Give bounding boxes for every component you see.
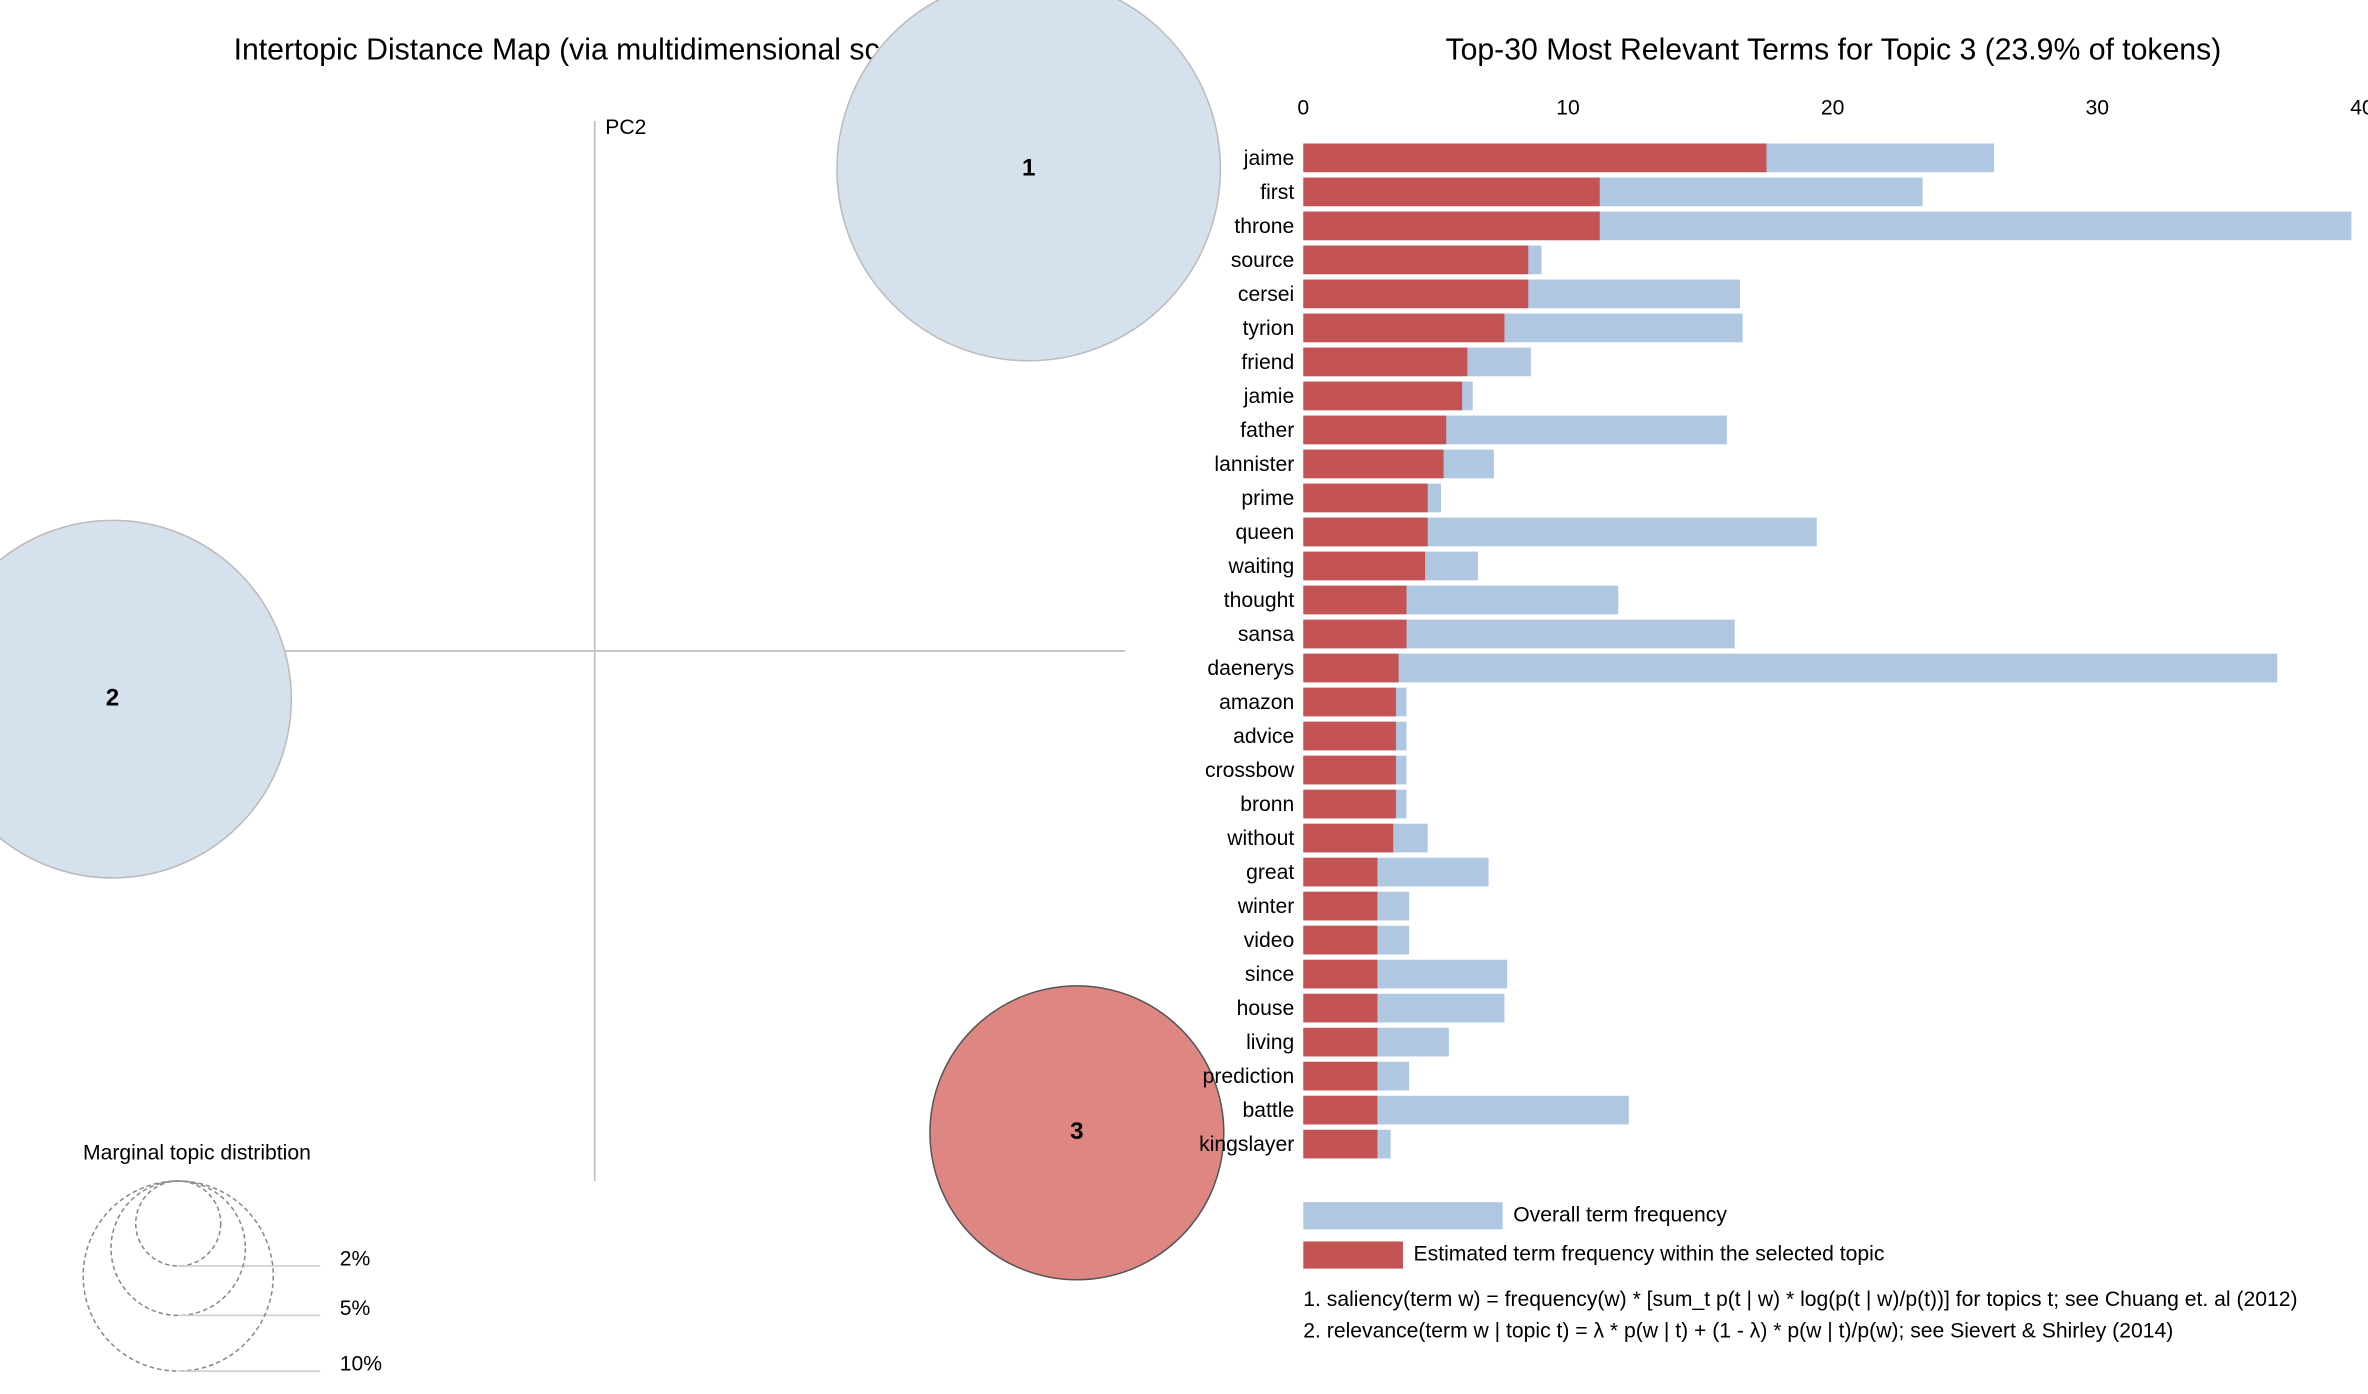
bar — [1303, 823, 1394, 853]
bar — [1303, 143, 1767, 173]
bar — [1303, 653, 1399, 683]
size-legend-circle — [110, 1180, 247, 1317]
term-label: father — [1240, 419, 1294, 442]
bar — [1303, 653, 2278, 683]
bar — [1303, 789, 1396, 819]
x-tick-label: 40 — [2350, 96, 2368, 119]
bar — [1303, 619, 1407, 649]
bar-title: Top-30 Most Relevant Terms for Topic 3 (… — [1446, 33, 2222, 66]
term-label: waiting — [1227, 555, 1294, 578]
bar — [1303, 313, 1505, 343]
term-label: sansa — [1238, 623, 1295, 646]
bar — [1303, 1061, 1378, 1091]
legend-label: Overall term frequency — [1513, 1203, 1727, 1226]
topic-bubble — [836, 0, 1222, 362]
bar — [1303, 993, 1378, 1023]
footnote: 2. relevance(term w | topic t) = λ * p(w… — [1303, 1320, 2173, 1343]
legend-swatch — [1303, 1202, 1503, 1230]
bar — [1303, 687, 1396, 717]
bar — [1303, 211, 1600, 241]
term-label: crossbow — [1205, 759, 1295, 782]
bar — [1303, 347, 1468, 377]
term-label: without — [1226, 827, 1294, 850]
topic-label: 2 — [106, 685, 119, 712]
term-label: advice — [1233, 725, 1294, 748]
term-label: prediction — [1203, 1065, 1295, 1088]
bar — [1303, 959, 1378, 989]
pc2-label: PC2 — [605, 116, 646, 139]
term-label: kingslayer — [1199, 1133, 1294, 1156]
bar — [1303, 755, 1396, 785]
term-label: lannister — [1214, 453, 1294, 476]
bar — [1303, 483, 1428, 513]
x-tick-label: 20 — [1821, 96, 1845, 119]
term-label: bronn — [1240, 793, 1294, 816]
size-legend-label: 2% — [340, 1248, 371, 1271]
term-label: cersei — [1238, 283, 1294, 306]
map-title: Intertopic Distance Map (via multidimens… — [234, 33, 954, 66]
term-label: winter — [1237, 895, 1294, 918]
bar — [1303, 449, 1444, 479]
footnote: 1. saliency(term w) = frequency(w) * [su… — [1303, 1288, 2297, 1311]
topic-bubble — [929, 985, 1225, 1281]
term-label: first — [1260, 181, 1294, 204]
size-legend-title: Marginal topic distribtion — [83, 1141, 311, 1164]
term-label: since — [1245, 963, 1294, 986]
term-label: house — [1237, 997, 1295, 1020]
bar — [1303, 1027, 1378, 1057]
x-tick-label: 0 — [1297, 96, 1309, 119]
size-legend-circle — [82, 1180, 274, 1372]
x-tick-label: 10 — [1556, 96, 1580, 119]
x-tick-label: 30 — [2086, 96, 2110, 119]
bar — [1303, 1129, 1378, 1159]
term-label: friend — [1241, 351, 1294, 374]
bar — [1303, 517, 1428, 547]
bar — [1303, 721, 1396, 751]
bar — [1303, 245, 1529, 275]
term-label: prime — [1241, 487, 1294, 510]
size-legend-label: 10% — [340, 1353, 382, 1376]
topic-bubble — [0, 519, 293, 879]
term-label: jaime — [1243, 147, 1294, 170]
topic-label: 3 — [1070, 1118, 1083, 1145]
bar — [1303, 279, 1529, 309]
bar — [1303, 925, 1378, 955]
bar — [1303, 415, 1447, 445]
term-label: jamie — [1243, 385, 1294, 408]
bar — [1303, 585, 1407, 615]
term-label: battle — [1243, 1099, 1295, 1122]
term-label: queen — [1235, 521, 1294, 544]
term-label: daenerys — [1207, 657, 1294, 680]
legend-swatch — [1303, 1241, 1403, 1269]
term-label: great — [1246, 861, 1294, 884]
topic-label: 1 — [1022, 154, 1035, 181]
term-label: throne — [1234, 215, 1294, 238]
size-legend-circle — [134, 1180, 222, 1267]
size-legend-label: 5% — [340, 1297, 371, 1320]
bar — [1303, 177, 1600, 207]
bar — [1303, 1095, 1378, 1125]
term-label: thought — [1224, 589, 1295, 612]
bar — [1303, 857, 1378, 887]
term-label: amazon — [1219, 691, 1294, 714]
bar — [1303, 551, 1426, 581]
term-label: living — [1246, 1031, 1294, 1054]
bar — [1303, 891, 1378, 921]
term-label: video — [1244, 929, 1295, 952]
legend-label: Estimated term frequency within the sele… — [1414, 1243, 1885, 1266]
term-label: source — [1231, 249, 1294, 272]
term-label: tyrion — [1243, 317, 1295, 340]
bar — [1303, 381, 1463, 411]
